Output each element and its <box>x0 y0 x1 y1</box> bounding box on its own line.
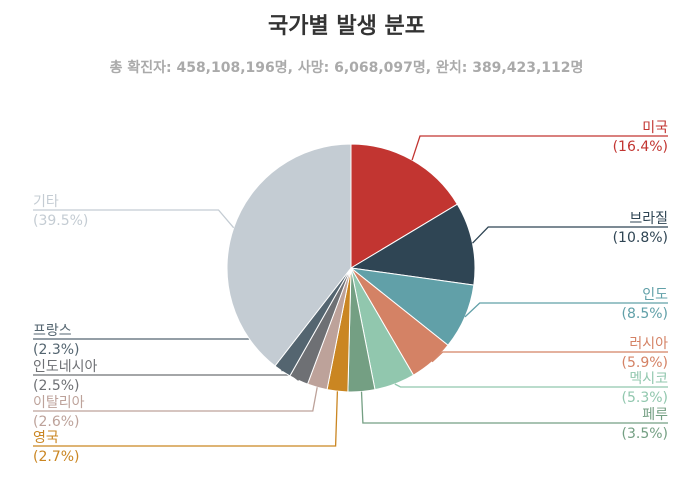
slice-label-5: 멕시코 <box>629 371 668 387</box>
slice-label-11: 기타 <box>33 194 59 210</box>
leader-line-6 <box>360 391 668 424</box>
slice-percent-6: (3.5%) <box>622 426 669 442</box>
leader-line-3 <box>464 302 668 318</box>
leader-line-8 <box>33 387 318 412</box>
leader-line-9 <box>33 374 300 381</box>
pie-slice-2[interactable] <box>349 203 476 286</box>
slice-percent-11: (39.5%) <box>33 213 88 229</box>
leader-line-11 <box>33 209 235 229</box>
leader-line-2 <box>472 226 668 244</box>
leader-line-1 <box>411 135 668 161</box>
slice-label-3: 인도 <box>642 287 668 303</box>
slice-percent-10: (2.3%) <box>33 342 80 358</box>
slice-percent-2: (10.8%) <box>613 230 668 246</box>
leader-line-4 <box>431 351 668 363</box>
slice-percent-5: (5.3%) <box>622 390 669 406</box>
slice-label-8: 이탈리아 <box>33 395 85 411</box>
slice-percent-8: (2.6%) <box>33 414 80 430</box>
slice-percent-1: (16.4%) <box>613 139 668 155</box>
slice-percent-3: (8.5%) <box>622 306 669 322</box>
chart-title: 국가별 발생 분포 <box>268 14 425 39</box>
slice-percent-9: (2.5%) <box>33 378 80 394</box>
slice-label-10: 프랑스 <box>33 323 72 339</box>
slice-percent-4: (5.9%) <box>622 355 669 371</box>
slice-label-1: 미국 <box>642 120 668 136</box>
leader-line-7 <box>33 391 339 447</box>
chart-subtitle: 총 확진자: 458,108,196명, 사망: 6,068,097명, 완치:… <box>109 60 584 76</box>
slice-label-6: 페루 <box>642 407 668 423</box>
slice-percent-7: (2.7%) <box>33 449 80 465</box>
slice-label-2: 브라질 <box>629 211 668 227</box>
slice-label-4: 러시아 <box>629 336 668 352</box>
slice-label-7: 영국 <box>33 430 59 446</box>
slice-label-9: 인도네시아 <box>33 359 98 375</box>
leader-line-5 <box>394 383 668 388</box>
pie-slice-11[interactable] <box>226 143 352 367</box>
